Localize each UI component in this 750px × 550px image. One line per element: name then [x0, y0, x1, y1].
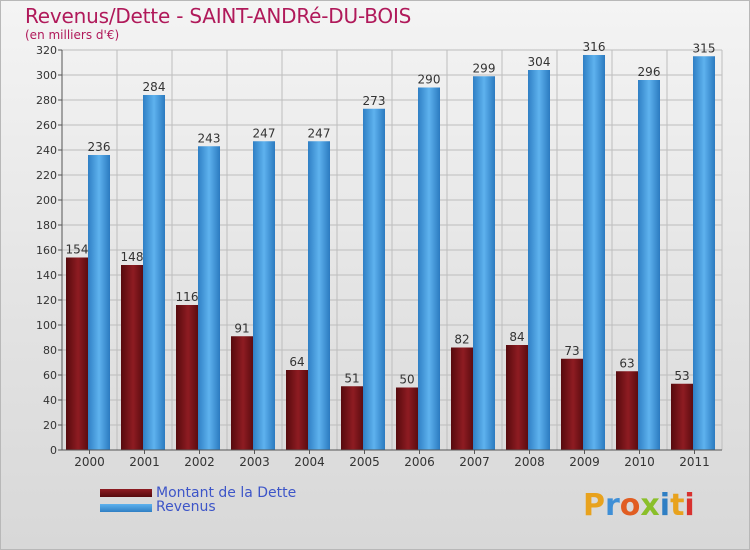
value-label: 50	[399, 373, 414, 387]
y-tick-label: 100	[36, 319, 57, 332]
y-tick-label: 60	[43, 369, 57, 382]
bar-dette-2009	[561, 358, 583, 450]
value-labels: 154 148 116 91 64 51 50 82 84 73 63 53 236 284 243 247 2…	[66, 40, 716, 387]
bar-revenus-2005	[363, 108, 385, 450]
logo-letter: t	[670, 488, 685, 523]
value-label: 53	[674, 369, 689, 383]
bar-revenus-2003	[253, 141, 275, 450]
value-label: 315	[693, 41, 716, 55]
bar-revenus-2004	[308, 141, 330, 450]
bar-dette-2006	[396, 387, 418, 450]
y-tick-label: 0	[50, 444, 57, 457]
value-label: 82	[454, 333, 469, 347]
legend-label-debt: Montant de la Dette	[156, 485, 297, 501]
value-label: 247	[308, 126, 331, 140]
bar-dette-2005	[341, 386, 363, 450]
y-tick-label: 120	[36, 294, 57, 307]
legend-swatch-revenus	[100, 504, 152, 512]
legend-swatch-debt	[100, 489, 152, 497]
value-label: 316	[583, 40, 606, 54]
logo-letter: i	[684, 488, 695, 523]
x-tick-label: 2001	[129, 455, 160, 469]
bar-dette-2002	[176, 305, 198, 450]
x-tick-label: 2003	[239, 455, 270, 469]
bar-dette-2004	[286, 370, 308, 450]
logo-letter: r	[605, 488, 620, 523]
y-tick-label: 160	[36, 244, 57, 257]
bar-dette-2008	[506, 345, 528, 450]
bar-dette-2011	[671, 383, 693, 450]
y-tick-label: 200	[36, 194, 57, 207]
value-label: 273	[363, 94, 386, 108]
value-label: 73	[564, 344, 579, 358]
y-tick-label: 180	[36, 219, 57, 232]
x-tick-label: 2006	[404, 455, 435, 469]
bar-dette-2000	[66, 257, 88, 450]
y-tick-label: 40	[43, 394, 57, 407]
bar-dette-2001	[121, 265, 143, 450]
bar-revenus-2006	[418, 87, 440, 450]
x-tick-label: 2004	[294, 455, 325, 469]
value-label: 91	[234, 321, 249, 335]
bar-dette-2007	[451, 347, 473, 450]
value-label: 148	[121, 250, 144, 264]
value-label: 243	[198, 131, 221, 145]
y-tick-label: 260	[36, 119, 57, 132]
bars	[66, 55, 715, 450]
legend-label-revenus: Revenus	[156, 499, 216, 515]
x-tick-label: 2009	[569, 455, 600, 469]
value-label: 290	[418, 73, 441, 87]
value-label: 84	[509, 330, 524, 344]
y-tick-label: 320	[36, 44, 57, 57]
bar-revenus-2007	[473, 76, 495, 450]
bar-revenus-2009	[583, 55, 605, 450]
chart-title: Revenus/Dette - SAINT-ANDRé-DU-BOIS	[25, 4, 412, 28]
value-label: 63	[619, 356, 634, 370]
value-label: 284	[143, 80, 166, 94]
x-tick-label: 2008	[514, 455, 545, 469]
bar-revenus-2002	[198, 146, 220, 450]
value-label: 296	[638, 65, 661, 79]
y-tick-label: 80	[43, 344, 57, 357]
x-tick-label: 2000	[74, 455, 105, 469]
logo-letter: o	[619, 488, 641, 523]
bar-revenus-2000	[88, 155, 110, 450]
logo-letter: x	[640, 488, 660, 523]
grid-lines	[61, 49, 723, 451]
bar-dette-2003	[231, 336, 253, 450]
value-label: 304	[528, 55, 551, 69]
proxiti-logo: Proxiti	[583, 488, 695, 528]
bar-revenus-2011	[693, 56, 715, 450]
value-label: 154	[66, 243, 89, 257]
y-tick-label: 280	[36, 94, 57, 107]
axes: 0 20 40 60 80 100 120 140 160 180 200 220 240 260 280 3…	[36, 44, 722, 469]
value-label: 236	[88, 140, 111, 154]
bar-revenus-2010	[638, 80, 660, 450]
y-tick-label: 20	[43, 419, 57, 432]
value-label: 299	[473, 61, 496, 75]
y-tick-label: 240	[36, 144, 57, 157]
bar-revenus-2001	[143, 95, 165, 450]
value-label: 247	[253, 126, 276, 140]
y-tick-label: 220	[36, 169, 57, 182]
x-tick-label: 2011	[679, 455, 710, 469]
value-label: 116	[176, 290, 199, 304]
x-tick-label: 2005	[349, 455, 380, 469]
bar-dette-2010	[616, 371, 638, 450]
y-tick-label: 300	[36, 69, 57, 82]
logo-letter: P	[583, 488, 605, 523]
x-tick-label: 2007	[459, 455, 490, 469]
bar-revenus-2008	[528, 70, 550, 450]
x-tick-label: 2002	[184, 455, 215, 469]
logo-letter: i	[659, 488, 671, 523]
value-label: 51	[344, 371, 359, 385]
y-tick-label: 140	[36, 269, 57, 282]
value-label: 64	[289, 355, 304, 369]
chart-subtitle: (en milliers d'€)	[25, 28, 120, 42]
x-tick-label: 2010	[624, 455, 655, 469]
